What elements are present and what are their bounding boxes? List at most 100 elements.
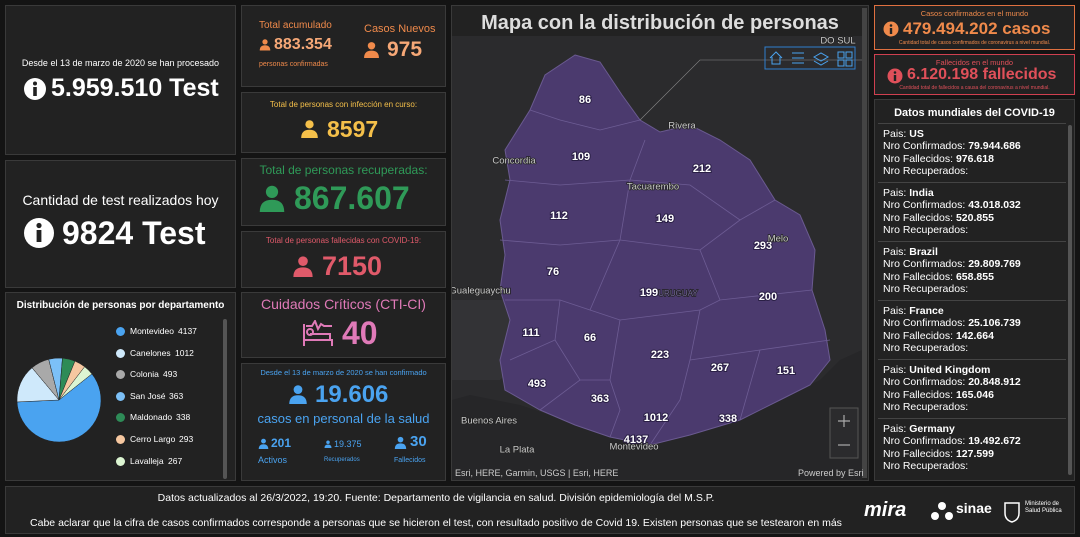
department-count: 109	[572, 151, 590, 163]
department-count: 293	[754, 240, 772, 252]
label: Total de personas fallecidas con COVID-1…	[265, 236, 422, 245]
department-count: 149	[656, 213, 674, 225]
legend-value: 363	[169, 390, 184, 401]
basemap-button[interactable]	[837, 51, 853, 67]
info-icon	[887, 68, 903, 84]
panel-title: Datos mundiales del COVID-19	[894, 107, 1055, 119]
department-count: 363	[591, 393, 609, 405]
card-row: Nro Recuperados:	[883, 342, 968, 354]
field-label: Pais:	[883, 305, 907, 317]
pie-chart	[16, 357, 102, 443]
department-count: 1012	[644, 412, 668, 424]
legend-swatch	[116, 413, 125, 423]
value: 40	[342, 315, 378, 351]
place-label: DO SUL	[820, 36, 855, 47]
person-icon	[293, 256, 313, 277]
field-value: France	[909, 305, 944, 317]
field-label: Nro Confirmados:	[883, 140, 966, 153]
card-row: Nro Confirmados: 79.944.686	[883, 140, 1021, 152]
value: 201	[271, 436, 292, 450]
legend-value: 293	[179, 434, 194, 444]
note: Cantidad total de fallecidos a causa del…	[899, 85, 1050, 91]
card-row: Nro Fallecidos: 658.855	[883, 271, 994, 283]
field-value: 976.618	[955, 152, 994, 165]
legend-swatch	[116, 370, 125, 380]
label: Total de personas con infección en curso…	[269, 100, 418, 109]
card-row: Nro Confirmados: 29.809.769	[883, 258, 1021, 270]
scrollbar	[862, 8, 867, 478]
department-count: 86	[579, 94, 591, 106]
field-label: Nro Fallecidos:	[883, 211, 954, 224]
world-deaths-panel: Fallecidos en el mundo 6.120.198 falleci…	[874, 54, 1075, 95]
field-label: Pais:	[883, 128, 907, 140]
card-row: Nro Confirmados: 25.106.739	[883, 317, 1021, 329]
home-button[interactable]	[769, 51, 783, 65]
label: Casos confirmados en el mundo	[920, 9, 1029, 18]
field-label: Nro Fallecidos:	[883, 329, 954, 342]
field-value: 29.809.769	[968, 258, 1021, 271]
department-count: 66	[584, 332, 596, 344]
field-value: Germany	[909, 423, 955, 435]
card-divider	[878, 123, 1066, 124]
logo-sinae-icon	[931, 502, 953, 520]
zoom-controls[interactable]	[829, 407, 859, 459]
person-icon	[258, 438, 269, 449]
world-panel: Datos mundiales del COVID-19 Pais: US Nro…	[874, 99, 1075, 481]
card-row: Nro Fallecidos: 976.618	[883, 153, 994, 165]
tests-today-panel: Cantidad de test realizados hoy 9824 Tes…	[5, 160, 236, 288]
department-count: 338	[719, 413, 737, 425]
legend-value: 1012	[175, 347, 194, 358]
label: casos en personal de la salud	[257, 411, 430, 426]
value: 5.959.510 Test	[51, 74, 219, 102]
card-row: Nro Confirmados: 19.492.672	[883, 435, 1021, 447]
person-icon	[289, 385, 307, 404]
layers-button[interactable]	[812, 52, 830, 66]
disclaimer: Cabe aclarar que la cifra de casos confi…	[30, 517, 842, 529]
deceased-panel: Total de personas fallecidas con COVID-1…	[241, 231, 446, 288]
field-value: US	[909, 128, 924, 140]
toolbar[interactable]	[764, 46, 856, 70]
department-count: 212	[693, 163, 711, 175]
label: Fallecidos en el mundo	[935, 58, 1014, 67]
department-count: 112	[550, 210, 568, 222]
department-count: 267	[711, 362, 729, 374]
logo-sinae: sinae	[956, 500, 992, 516]
card-row: Nro Fallecidos: 142.664	[883, 330, 994, 342]
card-row: Nro Fallecidos: 127.599	[883, 448, 994, 460]
card-divider	[878, 300, 1066, 301]
department-count: 4137	[624, 434, 648, 446]
label: Recuperados	[324, 457, 360, 463]
map-title: Mapa con la distribución de personas	[481, 12, 839, 34]
caption: Cantidad de test realizados hoy	[22, 192, 219, 208]
card-row: Nro Recuperados:	[883, 460, 968, 472]
department-count: 76	[547, 266, 559, 278]
world-confirmed-panel: Casos confirmados en el mundo 479.494.20…	[874, 5, 1075, 50]
attribution: Esri, HERE, Garmin, USGS | Esri, HERE	[455, 468, 619, 478]
zoom-in-button[interactable]	[838, 415, 850, 427]
active-panel: Total de personas con infección en curso…	[241, 92, 446, 153]
scrollbar	[1068, 125, 1072, 475]
legend-label: Cerro Largo	[130, 434, 176, 444]
field-value: 25.106.739	[968, 317, 1021, 330]
field-label: Nro Confirmados:	[883, 435, 966, 448]
card-row: Pais: France	[883, 305, 944, 317]
list-button[interactable]	[792, 52, 804, 64]
legend-value: 338	[176, 412, 191, 423]
legend-swatch	[116, 391, 125, 401]
field-label: Pais:	[883, 364, 907, 376]
department-count: 223	[651, 349, 669, 361]
card-row: Nro Recuperados:	[883, 165, 968, 177]
place-label: Melo	[768, 234, 789, 245]
value: 30	[410, 433, 427, 450]
place-label: Tacuarembo	[627, 182, 679, 193]
label: Cuidados Críticos (CTI-CI)	[261, 296, 426, 312]
label: Casos Nuevos	[364, 23, 436, 35]
card-row: Nro Confirmados: 43.018.032	[883, 199, 1021, 211]
value: 19.606	[315, 381, 389, 408]
department-count: 151	[777, 365, 795, 377]
legend-swatch	[116, 348, 125, 358]
caption: Desde el 13 de marzo de 2020 se han conf…	[260, 368, 427, 377]
map-toolbar[interactable]	[764, 46, 856, 70]
value: 883.354	[274, 36, 332, 53]
